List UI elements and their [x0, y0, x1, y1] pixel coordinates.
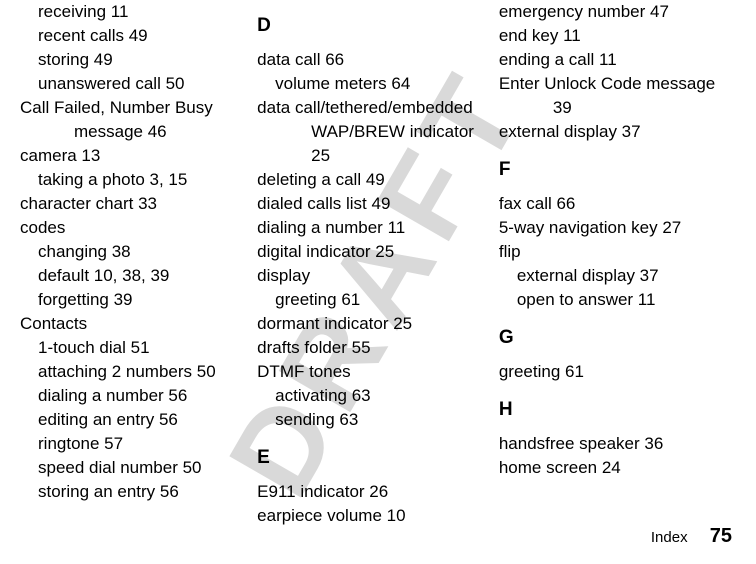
index-entry: receiving 11: [20, 0, 247, 24]
index-entry: attaching 2 numbers 50: [20, 360, 247, 384]
footer-label: Index: [651, 529, 688, 546]
index-entry: Call Failed, Number Busy message 46: [20, 96, 247, 144]
index-entry: DTMF tones: [257, 360, 489, 384]
index-column-2: Ddata call 66volume meters 64data call/t…: [257, 0, 499, 528]
index-entry: fax call 66: [499, 192, 726, 216]
index-entry: activating 63: [257, 384, 489, 408]
index-section-heading: D: [257, 14, 489, 38]
index-entry: data call 66: [257, 48, 489, 72]
index-entry: open to answer 11: [499, 288, 726, 312]
index-entry: 5-way navigation key 27: [499, 216, 726, 240]
index-columns: receiving 11recent calls 49storing 49una…: [0, 0, 756, 528]
index-entry: emergency number 47: [499, 0, 726, 24]
index-entry: unanswered call 50: [20, 72, 247, 96]
index-entry: greeting 61: [499, 360, 726, 384]
index-section-heading: E: [257, 446, 489, 470]
index-entry: storing 49: [20, 48, 247, 72]
index-entry: display: [257, 264, 489, 288]
index-entry: speed dial number 50: [20, 456, 247, 480]
index-entry: drafts folder 55: [257, 336, 489, 360]
index-entry: external display 37: [499, 120, 726, 144]
index-column-1: receiving 11recent calls 49storing 49una…: [20, 0, 257, 528]
page-footer: Index 75: [651, 525, 732, 548]
index-entry: dialing a number 11: [257, 216, 489, 240]
index-entry: default 10, 38, 39: [20, 264, 247, 288]
index-section-heading: G: [499, 326, 726, 350]
index-entry: home screen 24: [499, 456, 726, 480]
index-entry: external display 37: [499, 264, 726, 288]
index-entry: Contacts: [20, 312, 247, 336]
index-section-heading: F: [499, 158, 726, 182]
index-entry: end key 11: [499, 24, 726, 48]
index-entry: ending a call 11: [499, 48, 726, 72]
index-entry: editing an entry 56: [20, 408, 247, 432]
index-entry: 1-touch dial 51: [20, 336, 247, 360]
index-entry: recent calls 49: [20, 24, 247, 48]
index-entry: camera 13: [20, 144, 247, 168]
index-section-heading: H: [499, 398, 726, 422]
index-entry: ringtone 57: [20, 432, 247, 456]
index-entry: character chart 33: [20, 192, 247, 216]
index-entry: volume meters 64: [257, 72, 489, 96]
index-entry: data call/tethered/embedded WAP/BREW ind…: [257, 96, 489, 168]
index-entry: flip: [499, 240, 726, 264]
index-entry: changing 38: [20, 240, 247, 264]
index-entry: storing an entry 56: [20, 480, 247, 504]
index-entry: dormant indicator 25: [257, 312, 489, 336]
index-entry: dialing a number 56: [20, 384, 247, 408]
index-entry: E911 indicator 26: [257, 480, 489, 504]
index-entry: dialed calls list 49: [257, 192, 489, 216]
index-entry: forgetting 39: [20, 288, 247, 312]
index-entry: sending 63: [257, 408, 489, 432]
index-entry: handsfree speaker 36: [499, 432, 726, 456]
page-number: 75: [710, 525, 732, 547]
index-column-3: emergency number 47end key 11ending a ca…: [499, 0, 736, 528]
index-entry: Enter Unlock Code message 39: [499, 72, 726, 120]
index-entry: codes: [20, 216, 247, 240]
index-entry: greeting 61: [257, 288, 489, 312]
index-entry: earpiece volume 10: [257, 504, 489, 528]
index-entry: taking a photo 3, 15: [20, 168, 247, 192]
index-entry: deleting a call 49: [257, 168, 489, 192]
index-entry: digital indicator 25: [257, 240, 489, 264]
